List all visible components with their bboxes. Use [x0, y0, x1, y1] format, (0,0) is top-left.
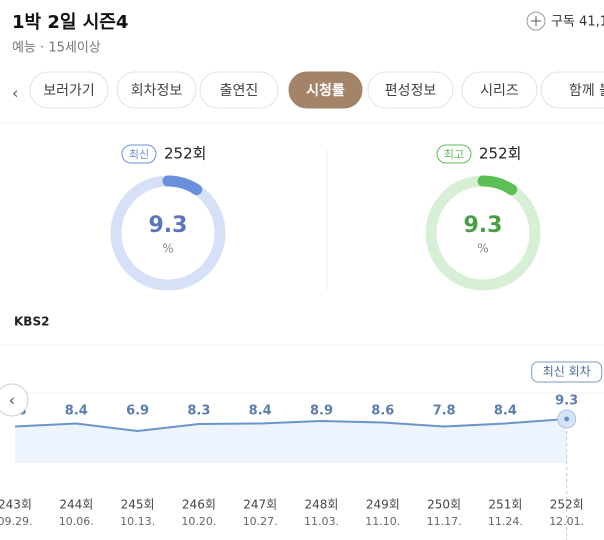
date-label: 11.17.: [427, 515, 462, 528]
rating-value: 9.3: [464, 213, 503, 238]
tab[interactable]: [116, 71, 197, 109]
date-label: 10.20.: [181, 515, 216, 528]
callout-box: [531, 361, 603, 383]
subtitle: 예능 · 15세이상: [12, 41, 101, 56]
episode-label: 248회: [305, 498, 339, 512]
plus: [531, 16, 541, 26]
chart-prev-arrow: ‹: [9, 391, 15, 410]
badge: [121, 144, 157, 164]
episode-label: 247회: [243, 498, 277, 512]
tab-prev[interactable]: ‹: [12, 84, 18, 103]
rating-unit: %: [162, 242, 173, 256]
episode: 252회: [479, 145, 521, 163]
date-label: 11.24.: [488, 515, 523, 528]
tab[interactable]: [29, 71, 109, 109]
date-label: 09.29.: [0, 515, 33, 528]
subscribe[interactable]: 구독 41,1: [551, 15, 604, 30]
point: [564, 416, 570, 422]
tab-label: 시청률: [306, 82, 345, 99]
chart-prev[interactable]: [0, 383, 29, 417]
tab[interactable]: [288, 71, 363, 109]
value-label: 8.4: [494, 404, 517, 419]
tab-label: 회차정보: [131, 83, 183, 99]
rating-value: 9.3: [149, 213, 188, 238]
date-label: 10.13.: [120, 515, 155, 528]
episode-label: 246회: [182, 498, 216, 512]
episode-label: 250회: [427, 498, 461, 512]
value-label: 6.9: [126, 404, 149, 419]
title: 1박 2일 시즌4: [12, 12, 128, 33]
episode: 252회: [164, 145, 206, 163]
rating-unit: %: [477, 242, 488, 256]
ring-value: [425, 175, 541, 291]
date-label: 10.27.: [243, 515, 278, 528]
value-label: 7.8: [433, 404, 456, 419]
episode-label: 243회: [0, 498, 32, 512]
callout: 최신 회차: [543, 365, 591, 379]
episode-label: 249회: [366, 498, 400, 512]
episode-label: 252회: [550, 498, 584, 512]
tab[interactable]: [540, 71, 604, 109]
value-label: 8.3: [187, 404, 210, 419]
episode-label: 245회: [121, 498, 155, 512]
badge: [436, 144, 472, 164]
episode-label: 244회: [59, 498, 93, 512]
date-label: 10.06.: [59, 515, 94, 528]
value-label: 8.4: [65, 404, 88, 419]
value-label: 8.6: [371, 404, 394, 419]
tab-label: 시리즈: [480, 83, 519, 99]
tab[interactable]: [199, 71, 279, 109]
badge-label: 최신: [129, 148, 149, 161]
tab-label: 편성정보: [385, 83, 437, 99]
date-label: 12.01.: [549, 515, 584, 528]
tab[interactable]: [461, 71, 538, 109]
ring-value: [110, 175, 226, 291]
date-label: 11.10.: [365, 515, 400, 528]
badge-label: 최고: [444, 148, 464, 161]
tab[interactable]: [367, 71, 454, 109]
line: [14, 418, 567, 433]
value-label: 8.4: [249, 404, 272, 419]
episode-label: 251회: [488, 498, 522, 512]
value-label: 9.3: [555, 394, 578, 409]
tab-label: 출연진: [220, 83, 259, 99]
tab-label: 함께 볼: [569, 83, 604, 99]
date-label: 11.03.: [304, 515, 339, 528]
network: KBS2: [14, 315, 49, 329]
value-label: 8.9: [310, 404, 333, 419]
tab-label: 보러가기: [43, 83, 95, 99]
subscribe-icon[interactable]: [526, 11, 546, 31]
